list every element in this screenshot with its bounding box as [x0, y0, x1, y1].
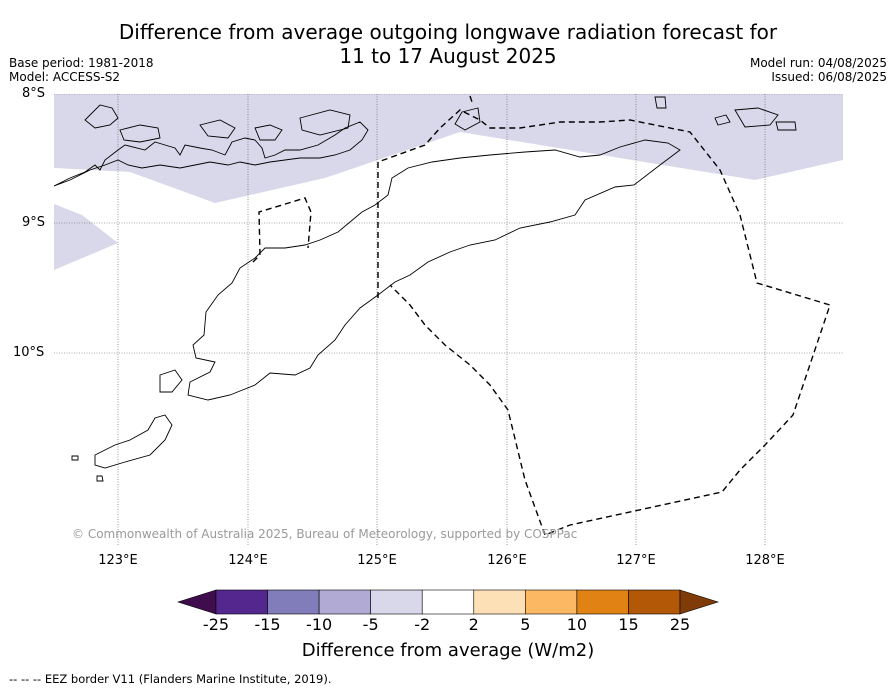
colorbar-tick-label: 25: [669, 615, 691, 634]
island-north-4: [254, 124, 283, 141]
eez-border-north-stub: [469, 95, 473, 103]
island-east-2: [775, 121, 797, 131]
island-east-1: [734, 107, 779, 128]
colorbar-segment: [525, 589, 578, 615]
island-east-3: [714, 114, 731, 126]
issued-text: Issued: 06/08/2025: [771, 70, 887, 84]
island-north-6: [454, 107, 481, 131]
timor-coastline: [187, 139, 681, 401]
colorbar-label: Difference from average (W/m2): [301, 640, 595, 661]
model-run-text: Model run: 04/08/2025: [749, 56, 887, 70]
colorbar-tick-label: -25: [202, 615, 230, 634]
lon-label-127e: 127°E: [616, 553, 656, 568]
coastlines: [54, 96, 797, 482]
colorbar-tick-label: -15: [254, 615, 281, 634]
gridlines: [54, 94, 843, 545]
lon-label-124e: 124°E: [228, 553, 268, 568]
copyright-text: © Commonwealth of Australia 2025, Bureau…: [72, 527, 578, 541]
title-line-2: 11 to 17 August 2025: [339, 44, 557, 68]
model-text: Model: ACCESS-S2: [9, 70, 121, 84]
meta-left: Base period: 1981-2018 Model: ACCESS-S2: [9, 56, 154, 84]
island-north-1: [84, 104, 119, 129]
colorbar-extend-low: [177, 589, 217, 615]
colorbar-tick-label: -10: [306, 615, 333, 634]
colorbar-segment: [318, 589, 371, 615]
lat-label-8s: 8°S: [22, 86, 46, 101]
colorbar-tick-label: -5: [362, 615, 379, 634]
colorbar-tick-label: 15: [618, 615, 639, 634]
anomaly-region-west: [54, 204, 118, 270]
colorbar-segment: [215, 589, 268, 615]
island-southwest-4: [96, 475, 104, 482]
colorbar-extend-high: [679, 589, 719, 615]
island-north-3: [199, 119, 236, 139]
colorbar-tick-label: -2: [414, 615, 431, 634]
island-north-2: [119, 124, 161, 143]
eez-border-oecusse: [252, 197, 312, 263]
eez-border-timor-leste: [377, 109, 831, 536]
colorbar-segment: [473, 589, 526, 615]
anomaly-region-north: [54, 94, 843, 203]
island-north-5: [299, 109, 351, 136]
title-line-1: Difference from average outgoing longwav…: [118, 20, 778, 44]
meta-right: Model run: 04/08/2025 Issued: 06/08/2025: [750, 56, 887, 84]
colorbar-tick-label: 10: [566, 615, 588, 634]
island-southwest-2: [159, 369, 183, 393]
lat-label-10s: 10°S: [13, 345, 45, 360]
lat-label-9s: 9°S: [22, 215, 46, 230]
eez-borders: [252, 95, 831, 536]
eez-legend-text: -- -- -- EEZ border V11 (Flanders Marine…: [9, 672, 332, 686]
colorbar-tick-label: 5: [520, 615, 531, 634]
colorbar-segment: [576, 589, 629, 615]
flores-coastline: [54, 121, 369, 187]
colorbar-segment: [267, 589, 320, 615]
island-southwest-1: [94, 414, 173, 469]
lon-label-126e: 126°E: [487, 553, 527, 568]
colorbar-segment: [421, 589, 475, 615]
chart-title: Difference from average outgoing longwav…: [0, 20, 896, 68]
lon-label-123e: 123°E: [98, 553, 138, 568]
island-east-4: [654, 96, 667, 109]
island-southwest-3: [71, 455, 79, 461]
lon-label-125e: 125°E: [357, 553, 397, 568]
colorbar-segment: [370, 589, 423, 615]
colorbar-segment: [628, 589, 681, 615]
colorbar-tick-label: 2: [468, 615, 479, 634]
lon-label-128e: 128°E: [745, 553, 785, 568]
base-period-text: Base period: 1981-2018: [9, 56, 154, 70]
